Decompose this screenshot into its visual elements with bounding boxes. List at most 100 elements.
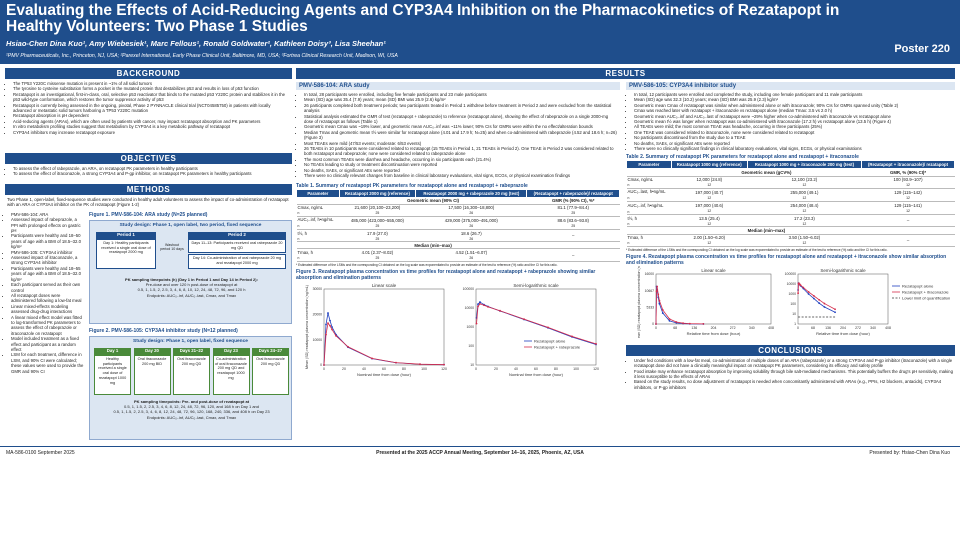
x-tick-label: 100 (573, 367, 579, 371)
day-body: Oral itraconazole 200 mg BID (133, 354, 171, 395)
figure-1-pk: PK sampling timepoints (h) (Day 1 in Per… (92, 277, 291, 298)
methods-item: Participants were healthy and 18–55 year… (11, 266, 85, 282)
data-point (834, 308, 836, 310)
ref-cell: 197,000 (40.7) 12 (671, 188, 748, 203)
test-cell: 255,000 (49.1) 12 (747, 188, 862, 203)
table-header: Parameter (626, 160, 672, 170)
test-cell: 18.6 (26.7) 26 (415, 229, 527, 243)
methods-bullets: PMV-586-104: ARAAssessed impact of rabep… (5, 212, 85, 374)
test-cell: 12,100 (23.2) 12 (747, 176, 862, 189)
data-point (483, 303, 485, 306)
methods-item: Linear mixed-effects modeling assessed d… (11, 304, 85, 315)
conclusion-item: Under fed conditions with a low-fat meal… (634, 358, 953, 369)
table-row: Cmax, ng/mL n 12,000 (24.8) 12 12,100 (23.… (626, 176, 955, 189)
day-body: Healthy participants received a single o… (94, 354, 131, 395)
data-point (658, 302, 661, 305)
table-header: Parameter (296, 188, 340, 198)
data-point (523, 317, 525, 320)
methods-heading: METHODS (5, 184, 292, 195)
results-area: RESULTS PMV-586-104: ARA study In total,… (296, 68, 955, 390)
methods-body: PMV-586-104: ARAAssessed impact of rabep… (5, 210, 292, 440)
data-point (371, 357, 373, 359)
period-2-header: Period 2 (188, 231, 286, 239)
table-subheader: GMR, % (90% CI)* (861, 168, 955, 177)
x-tick-label: 0 (655, 326, 657, 330)
table-row: AUC₀₋inf, h•ng/mL n 485,000 (423,000–555,… (296, 216, 620, 231)
result-item: Statistical analysis estimated the GMR o… (304, 114, 618, 125)
table-1-note: * Estimated difference of the LSMs and t… (296, 262, 558, 267)
methods-item: A linear mixed effect model was fitted t… (11, 315, 85, 337)
figure-2: Figure 2. PMV-586-105: CYP3A4 inhibitor … (89, 328, 292, 440)
day-body: Oral itraconazole 200 mg QD (252, 354, 289, 395)
gmr-cell: 100 (93.9–107) 12 (861, 176, 955, 189)
table-header: (Rezatapopt + itraconazole)/ rezatapopt (861, 160, 955, 170)
result-item: In total, 12 participants were enrolled … (634, 92, 953, 97)
y-tick-label: 0 (320, 363, 322, 367)
conclusion-item: Based on the study results, no dose adju… (634, 379, 953, 390)
methods-item: Each participant served as their own con… (11, 282, 85, 293)
period-1-header: Period 1 (96, 231, 156, 239)
data-point (682, 322, 684, 324)
gmr-cell: – (861, 234, 955, 247)
background-item: The TP53 Y220C missense mutation is pres… (13, 81, 290, 86)
chart-title: Semi-logarithmic scale (513, 283, 559, 288)
study-105-panel: PMV-586-105: CYP3A4 inhibitor study In t… (626, 82, 955, 392)
table-row: Cmax, ng/mL n 21,600 (20,100–23,200) 25 17… (296, 204, 620, 217)
data-point (807, 292, 810, 295)
x-axis-label: Relative time from dose (hour) (816, 331, 870, 336)
table-subheader: Geometric mean (gCV%) (671, 168, 862, 177)
figure-2-endpoints: Endpoints: AUC₀₋inf, AUC₀₋last, Cmax, an… (146, 414, 237, 420)
table-header: Rezatapopt 2000 mg + rabeprazole 20 mg (… (415, 188, 528, 198)
figure-1-design: Study design: Phase 1, open label, two p… (119, 222, 262, 228)
param-cell: AUC₀₋inf, h•ng/mL n (296, 216, 340, 231)
data-point (655, 290, 658, 292)
result-item: No deaths, SAEs, or significant AEs were… (634, 141, 953, 146)
result-item: Most TEAEs were mild (47/53 events; mode… (304, 141, 618, 146)
footer-presenter: Presented by: Hsiao-Chen Dina Kuo (869, 450, 950, 456)
table-2-title: Table 2. Summary of rezatapopt PK parame… (626, 154, 859, 161)
poster-header: Evaluating the Effects of Acid-Reducing … (0, 0, 960, 64)
x-axis-label: Relative time from dose (hour) (687, 331, 741, 336)
table-subheader: Median (min–max) (339, 241, 527, 250)
data-point (658, 299, 661, 302)
data-point (479, 300, 481, 303)
day-body: Co-administration of oral itraconazole 2… (212, 354, 250, 395)
x-tick-label: 0 (475, 367, 477, 371)
data-point (571, 335, 573, 337)
result-item: Mean (SD) age was 32.3 (10.2) years; mea… (634, 97, 953, 102)
data-point (419, 362, 421, 365)
result-item: Median Tmax and geometric mean t½ were s… (304, 130, 618, 141)
data-point (834, 311, 836, 313)
legend-label: Rezatapopt + rabeprazole (534, 344, 581, 349)
data-point (547, 326, 549, 328)
x-tick-label: 60 (534, 367, 538, 371)
gmr-cell: 129 (115–142) 12 (861, 188, 955, 203)
background-item: In vitro metabolism profiling studies su… (13, 124, 290, 129)
x-axis-label: Nominal time from dose (hour) (509, 372, 564, 377)
data-point (668, 319, 671, 322)
data-point (331, 325, 333, 328)
result-item: Geometric mean AUC₀₋inf and AUC₀₋last of… (634, 114, 953, 119)
data-point (688, 322, 691, 325)
y-tick-label: 10000 (465, 306, 475, 310)
ref-cell: 4.01 (2.37–8.02) 25 (339, 248, 416, 262)
x-tick-label: 340 (870, 326, 876, 330)
results-heading: RESULTS (296, 68, 955, 79)
x-tick-label: 40 (514, 367, 518, 371)
data-point (335, 334, 337, 337)
result-item: There were no clinically relevant change… (304, 173, 618, 178)
test-cell: 254,000 (48.4) 12 (747, 201, 862, 216)
param-cell: Cmax, ng/mL n (626, 176, 672, 189)
study-104-bullets: In total, 28 participants were enrolled,… (296, 90, 620, 181)
x-tick-label: 20 (494, 367, 498, 371)
data-point (325, 333, 327, 336)
x-tick-label: 272 (855, 326, 861, 330)
data-point (325, 323, 327, 325)
y-tick-label: 100000 (785, 272, 796, 276)
data-point (818, 298, 821, 301)
table-2: Parameter Rezatapopt 1000 mg (reference) R… (626, 160, 955, 247)
x-tick-label: 408 (885, 326, 891, 330)
ref-cell: 13.5 (25.4) 12 (671, 214, 748, 228)
data-point (329, 319, 331, 322)
